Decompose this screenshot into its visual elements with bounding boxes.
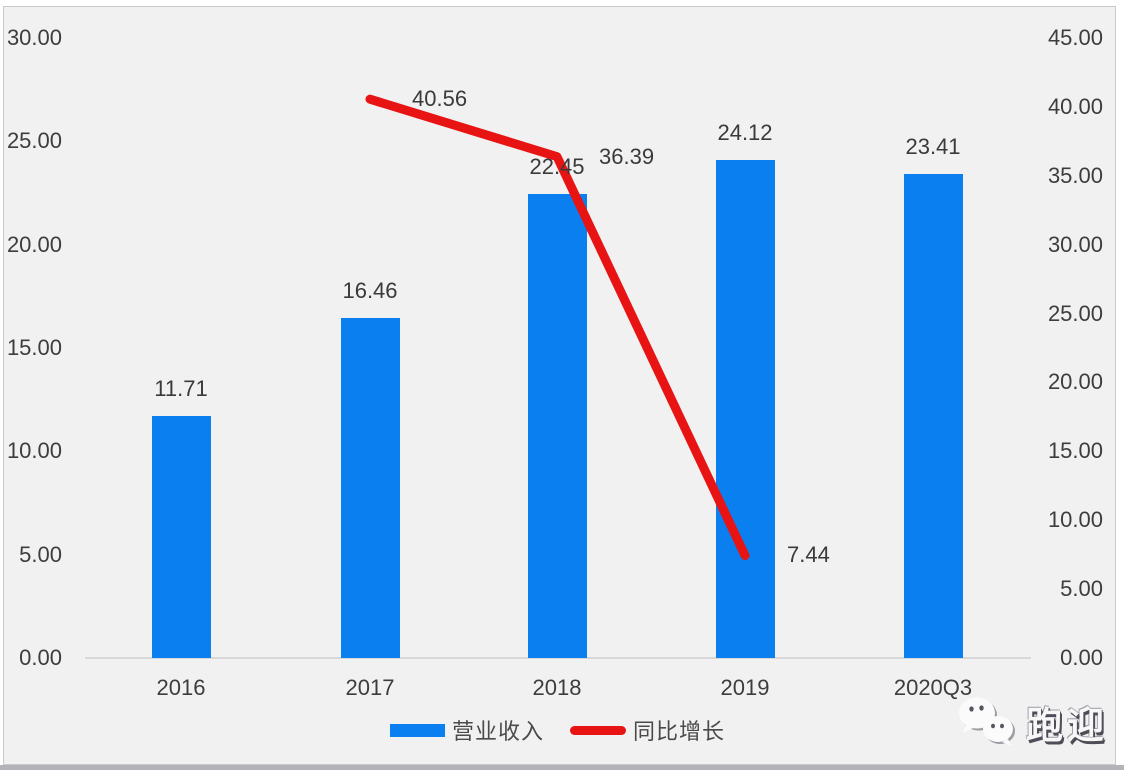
- left-axis-tick: 20.00: [6, 231, 62, 257]
- line-value-label: 36.39: [599, 143, 655, 169]
- right-axis-tick: 15.00: [1047, 438, 1103, 464]
- x-axis-line: [85, 657, 1031, 659]
- bar-value-label: 11.71: [154, 375, 208, 401]
- right-axis-tick: 35.00: [1047, 162, 1103, 188]
- left-axis-tick: 30.00: [6, 25, 62, 50]
- x-axis-label: 2020Q3: [893, 675, 973, 700]
- watermark-text: 跑迎: [1026, 705, 1108, 746]
- left-axis-tick: 0.00: [19, 645, 62, 670]
- left-axis-tick: 25.00: [6, 128, 62, 154]
- right-axis-tick: 30.00: [1047, 231, 1103, 257]
- left-axis-tick: 10.00: [6, 438, 62, 464]
- legend-label: 同比增长: [633, 719, 726, 744]
- bar-2018: [527, 194, 587, 658]
- legend-swatch-rect: [390, 723, 445, 737]
- left-axis-tick: 15.00: [6, 335, 62, 360]
- right-axis-tick: 10.00: [1047, 507, 1103, 533]
- legend-swatch-line: [570, 725, 627, 735]
- line-value-label: 7.44: [787, 542, 830, 568]
- right-axis-tick: 20.00: [1047, 369, 1103, 395]
- bar-2017: [340, 317, 400, 658]
- bar-value-label: 23.41: [905, 134, 961, 160]
- bar-2020Q3: [903, 174, 963, 658]
- legend: 营业收入 同比增长: [390, 714, 725, 746]
- bar-2019: [715, 159, 775, 658]
- bar-value-label: 24.12: [717, 119, 773, 145]
- bar-value-label: 16.46: [342, 277, 398, 303]
- watermark: 跑迎: [958, 695, 1108, 749]
- bottom-bar: [0, 765, 1124, 770]
- right-axis-tick: 45.00: [1047, 25, 1103, 50]
- right-axis-tick: 5.00: [1060, 576, 1103, 602]
- right-axis-tick: 0.00: [1060, 645, 1103, 670]
- legend-label: 营业收入: [452, 719, 545, 744]
- line-value-label: 40.56: [412, 86, 468, 112]
- x-axis-label: 2017: [345, 675, 395, 700]
- x-axis-label: 2018: [532, 675, 582, 700]
- right-axis-tick: 25.00: [1047, 300, 1103, 326]
- x-axis-label: 2016: [156, 675, 206, 700]
- wechat-icon: [959, 697, 1015, 746]
- legend-item-revenue: 营业收入: [390, 714, 544, 746]
- x-axis-label: 2019: [720, 675, 770, 700]
- right-axis-tick: 40.00: [1047, 93, 1103, 119]
- bar-value-label: 22.45: [529, 154, 585, 180]
- legend-item-growth: 同比增长: [570, 714, 725, 746]
- left-axis-tick: 5.00: [19, 541, 62, 567]
- bar-2016: [151, 415, 211, 658]
